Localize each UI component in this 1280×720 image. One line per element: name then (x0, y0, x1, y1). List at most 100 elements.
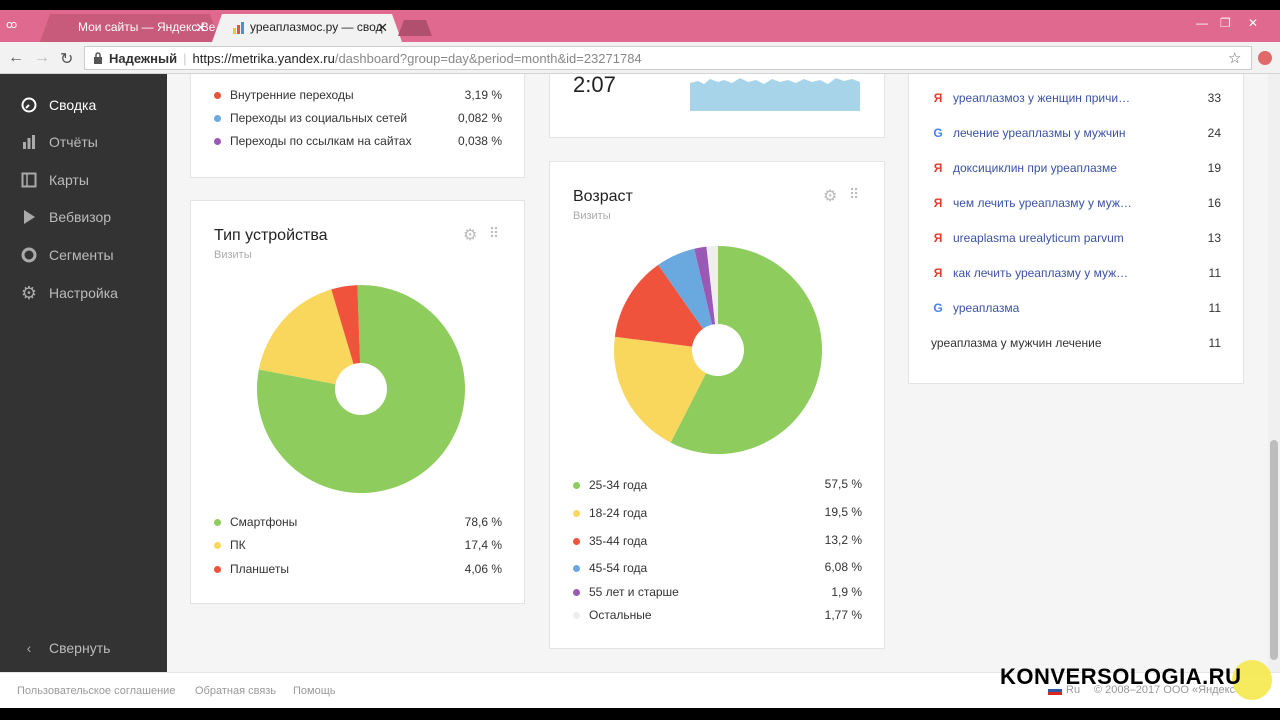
scrollbar-thumb[interactable] (1270, 440, 1278, 660)
legend-dot (573, 509, 580, 517)
query-count: 16 (1207, 196, 1221, 210)
bookmark-star-icon[interactable]: ☆ (1228, 50, 1242, 67)
pie-slice[interactable] (706, 246, 718, 350)
card-subtitle: Визиты (214, 249, 252, 261)
browser-tab-dashboard[interactable]: уреаплазмос.ру — свод ✕ (212, 14, 402, 42)
pie-slice[interactable] (614, 336, 718, 443)
extension-icon[interactable] (1258, 51, 1272, 65)
language-switch[interactable]: Ru (1048, 684, 1080, 696)
gear-icon[interactable]: ⚙ (463, 227, 478, 244)
legend-item: 18-24 года (573, 506, 647, 520)
legend-dot (573, 611, 580, 619)
reload-icon[interactable]: ↻ (60, 51, 74, 68)
footer-link-terms[interactable]: Пользовательское соглашение (17, 685, 176, 697)
pie-slice[interactable] (614, 264, 718, 350)
legend-dot (573, 564, 580, 572)
pie-slice[interactable] (331, 285, 361, 389)
device-pie-chart (257, 285, 465, 493)
collapse-label: Свернуть (49, 640, 111, 656)
time-on-site-value: 2:07 (573, 74, 616, 97)
tab-close-icon[interactable]: ✕ (195, 20, 206, 35)
age-pie-chart (614, 246, 822, 454)
sidebar-item-label: Отчёты (49, 134, 98, 150)
query-count: 11 (1208, 336, 1221, 350)
browser-tab-my-sites[interactable]: Мои сайты — Яндекс.Ве ✕ (40, 14, 220, 42)
legend-item: 45-54 года (573, 561, 647, 575)
pie-slice[interactable] (258, 289, 361, 389)
sidebar-collapse-button[interactable]: ‹ Свернуть (20, 637, 111, 659)
gauge-icon (20, 96, 38, 114)
legend-value: 1,9 % (831, 585, 862, 599)
url-input[interactable]: Надежный | https://metrika.yandex.ru/dashb… (84, 46, 1252, 70)
pie-slice[interactable] (658, 248, 718, 350)
query-count: 13 (1207, 231, 1221, 245)
gear-icon[interactable]: ⚙ (823, 188, 838, 205)
pie-hole (692, 324, 744, 376)
legend-item: ПК (214, 538, 246, 552)
query-row[interactable]: уреаплазма у мужчин лечение (931, 336, 1102, 350)
sidebar-item-segments[interactable]: Сегменты (20, 244, 114, 266)
browser-tab-bar: ꝏ Мои сайты — Яндекс.Ве ✕ уреаплазмос.ру… (0, 10, 1280, 42)
metrika-favicon-icon (233, 22, 244, 34)
back-icon[interactable]: ← (8, 49, 24, 66)
flag-icon (1048, 685, 1062, 695)
minimize-icon[interactable]: — (1196, 16, 1208, 30)
sidebar-item-label: Вебвизор (49, 209, 112, 225)
legend-item: Планшеты (214, 562, 289, 576)
card-subtitle: Визиты (573, 210, 611, 222)
tab-close-icon[interactable]: ✕ (377, 20, 388, 35)
sidebar: Сводка Отчёты Карты Вебвизор Сегменты ⚙ … (0, 74, 167, 672)
google-icon: G (933, 301, 943, 315)
legend-dot (573, 537, 580, 545)
legend-value: 57,5 % (824, 477, 862, 491)
map-icon (20, 171, 38, 189)
google-icon: G (933, 126, 943, 140)
window-close-icon[interactable]: ✕ (1248, 16, 1259, 30)
legend-value: 6,08 % (824, 560, 862, 574)
time-on-site-card: 2:07 (549, 74, 885, 138)
pie-hole (335, 363, 387, 415)
tab-label: Мои сайты — Яндекс.Ве (78, 20, 216, 34)
legend-item: 25-34 года (573, 478, 647, 492)
cursor-highlight (1232, 660, 1272, 700)
legend-value: 0,038 % (457, 134, 502, 148)
legend-value: 0,082 % (457, 111, 502, 125)
legend-item: Переходы из социальных сетей (214, 111, 407, 125)
pie-slice[interactable] (670, 246, 822, 454)
sidebar-item-label: Карты (49, 172, 89, 188)
play-icon (20, 208, 38, 226)
footer-link-feedback[interactable]: Обратная связь (195, 685, 277, 697)
legend-value: 17,4 % (464, 538, 502, 552)
footer-link-help[interactable]: Помощь (293, 685, 336, 697)
legend-dot (214, 518, 221, 526)
legend-value: 19,5 % (824, 505, 862, 519)
sidebar-item-reports[interactable]: Отчёты (20, 131, 98, 153)
page-scrollbar[interactable] (1268, 74, 1280, 672)
sidebar-item-settings[interactable]: ⚙ Настройка (20, 282, 118, 304)
new-tab-button[interactable] (398, 20, 432, 36)
restore-icon[interactable]: ❐ (1220, 16, 1231, 30)
legend-dot (214, 541, 221, 549)
sidebar-item-label: Сегменты (49, 247, 114, 263)
sidebar-item-webvisor[interactable]: Вебвизор (20, 206, 111, 228)
legend-value: 78,6 % (464, 515, 502, 529)
pie-slice[interactable] (694, 246, 718, 350)
sidebar-item-summary[interactable]: Сводка (20, 94, 96, 116)
drag-handle-icon[interactable]: ⠿ (849, 186, 860, 202)
yandex-icon: Я (933, 161, 943, 175)
drag-handle-icon[interactable]: ⠿ (489, 225, 500, 241)
sidebar-item-maps[interactable]: Карты (20, 169, 89, 191)
forward-icon[interactable]: → (34, 49, 50, 66)
legend-item: Остальные (573, 608, 652, 622)
url-host: https://metrika.yandex.ru (192, 51, 335, 66)
legend-value: 3,19 % (464, 88, 502, 102)
legend-value: 1,77 % (824, 608, 862, 622)
